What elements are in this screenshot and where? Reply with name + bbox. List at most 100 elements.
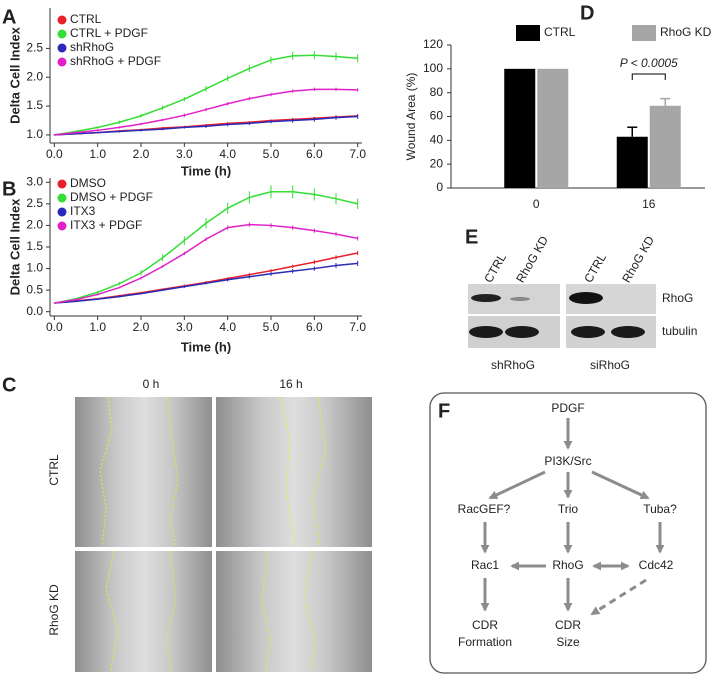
x-tick-label: 16 (642, 197, 656, 211)
panel-label: B (2, 178, 16, 200)
micrograph (75, 397, 212, 547)
legend-marker (516, 25, 540, 41)
band (469, 326, 503, 338)
group-label: shRhoG (491, 358, 535, 372)
x-tick-label: 3.0 (176, 320, 193, 334)
lane-label: CTRL (581, 251, 609, 285)
arrow (591, 470, 650, 500)
series-line (54, 88, 358, 136)
group-label: siRhoG (590, 358, 630, 372)
legend-label: DMSO (70, 176, 106, 190)
column-label: 0 h (143, 377, 160, 391)
legend-label: ITX3 (70, 204, 96, 218)
panel-label: A (2, 6, 16, 28)
y-tick-label: 80 (430, 85, 444, 99)
row-label: RhoG (662, 291, 693, 305)
annotation: P < 0.0005 (620, 56, 678, 70)
y-tick-label: 20 (430, 156, 444, 170)
y-tick-label: 3.0 (26, 174, 43, 188)
y-tick-label: 1.5 (26, 239, 43, 253)
node: RacGEF? (458, 502, 511, 516)
legend-marker (57, 43, 67, 53)
x-tick-label: 5.0 (263, 147, 280, 161)
bar (616, 136, 648, 188)
series-line (54, 252, 358, 304)
x-tick-label: 3.0 (176, 147, 193, 161)
x-tick-label: 5.0 (263, 320, 280, 334)
node: CDR (472, 618, 498, 632)
band (471, 294, 501, 302)
lane-label: CTRL (481, 251, 509, 285)
y-tick-label: 100 (423, 61, 443, 75)
y-tick-label: 120 (423, 37, 443, 51)
bar (504, 68, 536, 188)
lane-label: RhoG KD (619, 233, 657, 285)
node: Cdc42 (639, 558, 674, 572)
x-tick-label: 1.0 (89, 147, 106, 161)
y-tick-label: 2.5 (26, 41, 43, 55)
panel-label: F (438, 400, 450, 422)
band (510, 297, 530, 301)
x-tick-label: 0.0 (46, 147, 63, 161)
x-tick-label: 4.0 (219, 147, 236, 161)
micrograph (216, 397, 372, 547)
arrows (480, 418, 665, 616)
bar (537, 68, 569, 188)
node: RhoG (552, 558, 583, 572)
x-tick-label: 7.0 (349, 147, 366, 161)
panel-c: C 0 h 16 h CTRL RhoG KD (2, 374, 372, 673)
y-axis-label: Delta Cell Index (7, 26, 22, 124)
band (569, 292, 603, 304)
y-tick-label: 0.0 (26, 304, 43, 318)
x-tick-label: 2.0 (133, 147, 150, 161)
panel-f: F PDGF PI3K/Src RacGEF? Trio Tuba? Rac1 … (429, 392, 707, 674)
panel-label: D (580, 2, 594, 24)
x-axis-label: Time (h) (181, 339, 231, 354)
legend-marker (57, 193, 67, 203)
legend-label: DMSO + PDGF (70, 190, 153, 204)
legend-label: ITX3 + PDGF (70, 218, 142, 232)
node: PDGF (551, 401, 584, 415)
legend-marker (57, 29, 67, 39)
micrograph (75, 551, 212, 672)
y-axis-label: Delta Cell Index (7, 198, 22, 296)
x-tick-label: 0.0 (46, 320, 63, 334)
node: Tuba? (643, 502, 677, 516)
x-tick-label: 6.0 (306, 147, 323, 161)
node: Size (556, 635, 580, 649)
column-label: 16 h (279, 377, 302, 391)
wound-edges (99, 396, 327, 673)
micrograph (216, 551, 372, 672)
legend-marker (57, 15, 67, 25)
y-tick-label: 60 (430, 109, 444, 123)
bar (649, 105, 681, 188)
x-tick-label: 0 (533, 197, 540, 211)
charts: A 1.0 1.5 2.0 2.5 0.0 1.0 2.0 3.0 4.0 5.0 6.0 7.0 Del… (2, 2, 712, 354)
x-tick-label: 6.0 (306, 320, 323, 334)
y-tick-label: 0.5 (26, 282, 43, 296)
row-label: CTRL (47, 454, 61, 486)
y-axis-label: Wound Area (%) (404, 73, 418, 161)
y-tick-label: 1.5 (26, 98, 43, 112)
lane-label: RhoG KD (513, 233, 551, 285)
x-tick-label: 1.0 (89, 320, 106, 334)
band (571, 326, 605, 338)
legend-marker (57, 179, 67, 189)
x-tick-label: 7.0 (349, 320, 366, 334)
y-tick-label: 2.5 (26, 196, 43, 210)
legend-label: RhoG KD (660, 25, 712, 39)
legend-label: shRhoG + PDGF (70, 54, 161, 68)
legend-marker (57, 57, 67, 67)
arrow (590, 578, 647, 616)
y-tick-label: 2.0 (26, 69, 43, 83)
panel-label: C (2, 374, 16, 396)
legend-label: CTRL (70, 12, 102, 26)
row-label: tubulin (662, 324, 697, 338)
series-line (54, 191, 358, 304)
node: Trio (558, 502, 579, 516)
arrow (488, 470, 546, 500)
node: CDR (555, 618, 581, 632)
node: PI3K/Src (544, 454, 591, 468)
legend-marker (632, 25, 656, 41)
